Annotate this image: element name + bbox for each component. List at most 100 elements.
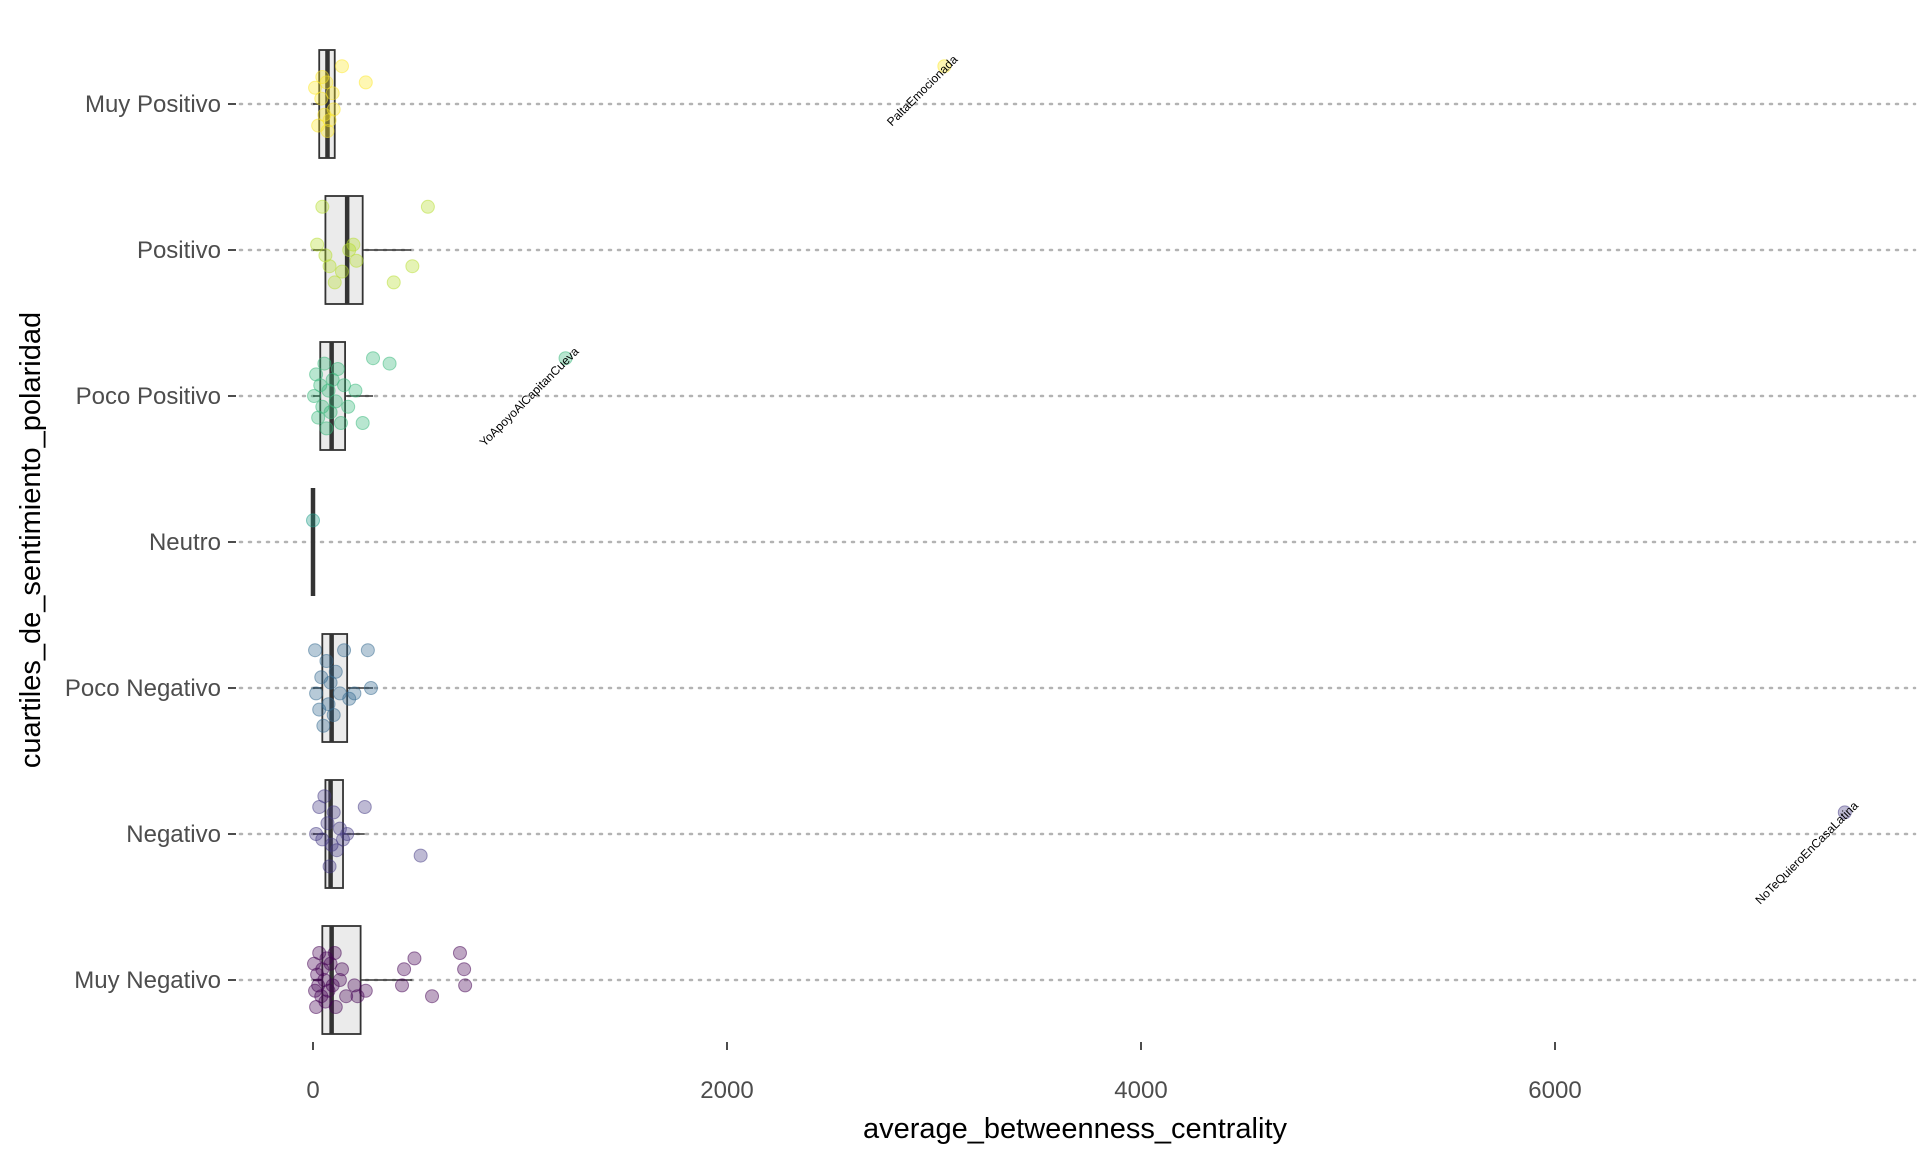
data-point [325,978,340,993]
data-point [340,827,355,841]
data-point [386,275,401,290]
data-point [321,383,336,398]
data-point [342,691,357,706]
data-point [309,686,324,701]
data-point [322,113,337,128]
data-point [355,416,370,430]
data-point [346,237,361,252]
data-point [306,513,320,528]
data-point [319,654,334,668]
data-point [405,259,420,274]
data-point [328,1000,343,1014]
data-point [309,367,324,382]
x-axis-title: average_betweenness_centrality [863,1113,1287,1145]
y-tick-label: Neutro [149,529,221,556]
data-point [326,102,341,117]
data-point [314,91,329,106]
data-point [333,416,348,430]
point-annotation: NoTeQuieroEnCasaLatina [1752,798,1861,907]
data-point [325,86,340,101]
data-point [337,643,352,658]
data-point [308,643,323,658]
data-point [328,664,343,679]
data-point [457,962,472,977]
y-tick-label: Poco Positivo [76,383,221,410]
data-point [326,805,341,820]
x-tick-label: 0 [306,1077,319,1104]
data-point [328,394,343,409]
data-point [320,816,335,831]
data-point [558,351,573,366]
data-point [317,973,332,987]
data-point [312,946,327,960]
x-tick-label: 4000 [1114,1077,1167,1104]
data-point [382,356,397,371]
data-point [327,946,342,960]
data-point [407,951,422,966]
data-point [326,708,341,722]
y-axis-title: cuartiles_de_sentimiento_polaridad [15,312,47,768]
data-point [320,124,335,138]
points [306,59,1852,1014]
data-point [315,199,330,214]
data-point [363,681,378,695]
data-point [334,962,349,977]
data-point [330,362,345,376]
data-point [350,989,365,1004]
data-point [327,275,342,290]
data-point [1837,805,1852,820]
data-point [317,789,332,804]
y-tick-label: Negativo [126,821,221,848]
data-point [323,956,338,971]
y-tick-label: Muy Negativo [74,967,221,994]
data-point [337,378,352,393]
data-point [315,962,330,977]
data-point [316,718,331,733]
data-point [332,821,347,836]
data-point [349,253,364,268]
data-point [452,946,467,960]
data-point [341,399,356,414]
data-point [339,989,354,1004]
data-point [420,199,435,214]
data-point [358,75,373,90]
data-point [308,80,323,95]
data-point [334,264,349,279]
y-tick-label: Positivo [137,237,221,264]
data-point [318,248,333,263]
data-point [310,237,325,252]
data-point [311,410,326,425]
data-point [413,848,428,863]
data-point [322,859,337,874]
axes: Muy Positivo Positivo Poco Positivo Neutro P… [65,91,1582,1104]
data-point [347,978,362,993]
data-point [357,800,372,814]
annotations: PaltaEmocionadaYoApoyoAlCapitanCuevaNoTe… [477,52,1861,907]
data-point [397,962,412,977]
data-point [315,70,330,84]
data-point [395,978,410,993]
data-point [315,399,330,414]
y-tick-label: Muy Positivo [85,91,221,118]
data-point [324,837,339,852]
x-tick-label: 6000 [1528,1077,1581,1104]
x-tick-label: 2000 [700,1077,753,1104]
data-point [332,973,347,987]
data-point [310,967,325,982]
data-point [322,259,337,274]
data-point [319,421,334,436]
data-point [358,983,373,998]
data-point [313,378,328,393]
data-point [307,389,322,403]
data-point [425,989,440,1004]
gridlines [238,102,1917,982]
y-tick-label: Poco Negativo [65,675,221,702]
data-point [366,351,381,366]
data-point [317,356,332,371]
data-point [348,383,363,398]
data-point [334,59,349,74]
data-point [458,978,473,993]
boxes [310,49,413,1035]
data-point [347,686,362,701]
